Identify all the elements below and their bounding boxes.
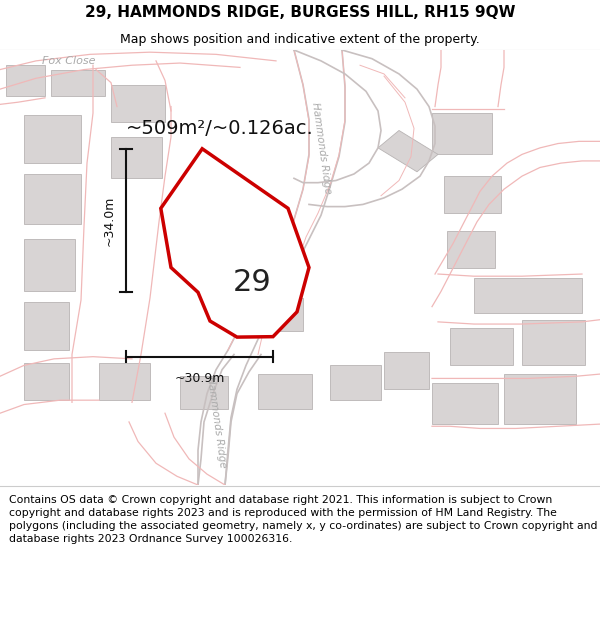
Polygon shape bbox=[222, 266, 273, 298]
Polygon shape bbox=[24, 174, 81, 224]
Polygon shape bbox=[432, 113, 492, 154]
Polygon shape bbox=[24, 363, 69, 400]
Polygon shape bbox=[504, 374, 576, 424]
Text: ~34.0m: ~34.0m bbox=[103, 196, 116, 246]
Polygon shape bbox=[474, 278, 582, 313]
Text: 29, HAMMONDS RIDGE, BURGESS HILL, RH15 9QW: 29, HAMMONDS RIDGE, BURGESS HILL, RH15 9… bbox=[85, 5, 515, 20]
Text: Fox Close: Fox Close bbox=[42, 56, 96, 66]
Text: ~30.9m: ~30.9m bbox=[175, 372, 224, 385]
Polygon shape bbox=[252, 298, 303, 331]
Polygon shape bbox=[444, 176, 501, 213]
Polygon shape bbox=[24, 302, 69, 350]
Polygon shape bbox=[432, 382, 498, 424]
Text: 29: 29 bbox=[233, 269, 272, 298]
Polygon shape bbox=[384, 352, 429, 389]
Polygon shape bbox=[522, 320, 585, 366]
Polygon shape bbox=[258, 374, 312, 409]
Polygon shape bbox=[24, 239, 75, 291]
Polygon shape bbox=[111, 85, 165, 122]
Polygon shape bbox=[180, 376, 228, 409]
Text: ~509m²/~0.126ac.: ~509m²/~0.126ac. bbox=[126, 119, 314, 138]
Polygon shape bbox=[378, 131, 438, 172]
Polygon shape bbox=[99, 363, 150, 400]
Polygon shape bbox=[6, 65, 45, 96]
Text: Map shows position and indicative extent of the property.: Map shows position and indicative extent… bbox=[120, 32, 480, 46]
Polygon shape bbox=[111, 137, 162, 178]
Text: Hammonds Ridge: Hammonds Ridge bbox=[310, 101, 332, 194]
Text: Hammonds Ridge: Hammonds Ridge bbox=[205, 376, 227, 468]
Polygon shape bbox=[51, 69, 105, 96]
Polygon shape bbox=[24, 115, 81, 163]
Text: Contains OS data © Crown copyright and database right 2021. This information is : Contains OS data © Crown copyright and d… bbox=[9, 495, 598, 544]
Polygon shape bbox=[330, 366, 381, 400]
Polygon shape bbox=[447, 231, 495, 268]
Polygon shape bbox=[450, 328, 513, 366]
Polygon shape bbox=[161, 149, 309, 337]
Polygon shape bbox=[189, 209, 237, 241]
